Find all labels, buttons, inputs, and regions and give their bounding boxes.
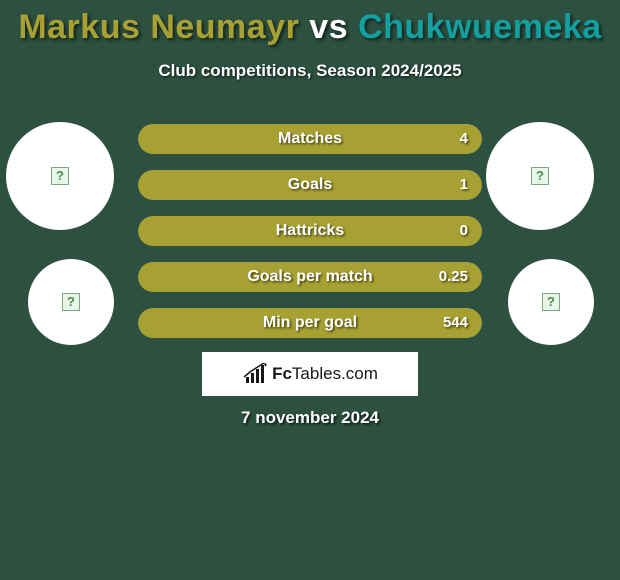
broken-image-icon [542,293,560,311]
stat-value: 1 [460,170,468,200]
vs-label: vs [309,8,348,46]
stat-row: Goals1 [138,170,482,200]
date-label: 7 november 2024 [0,408,620,428]
stat-row: Hattricks0 [138,216,482,246]
avatar-bot_right [508,259,594,345]
subtitle: Club competitions, Season 2024/2025 [0,61,620,81]
broken-image-icon [51,167,69,185]
brand-chart-icon [242,363,268,385]
brand-text: FcTables.com [272,364,378,384]
brand-box: FcTables.com [202,352,418,396]
brand-suffix: .com [341,364,378,383]
player2-name: Chukwuemeka [358,8,602,46]
stat-value: 544 [443,308,468,338]
avatar-bot_left [28,259,114,345]
comparison-title: Markus Neumayr vs Chukwuemeka [0,0,620,47]
brand-prefix: Fc [272,364,292,383]
brand-main: Tables [292,364,341,383]
stat-row: Goals per match0.25 [138,262,482,292]
stat-label: Min per goal [138,308,482,338]
stat-value: 4 [460,124,468,154]
avatar-top_left [6,122,114,230]
stat-row: Min per goal544 [138,308,482,338]
stat-row: Matches4 [138,124,482,154]
stat-label: Hattricks [138,216,482,246]
stat-label: Goals per match [138,262,482,292]
player1-name: Markus Neumayr [18,8,299,46]
stat-label: Goals [138,170,482,200]
broken-image-icon [531,167,549,185]
stat-label: Matches [138,124,482,154]
stat-value: 0.25 [439,262,468,292]
stat-bars: Matches4Goals1Hattricks0Goals per match0… [138,124,482,354]
stat-value: 0 [460,216,468,246]
broken-image-icon [62,293,80,311]
avatar-top_right [486,122,594,230]
